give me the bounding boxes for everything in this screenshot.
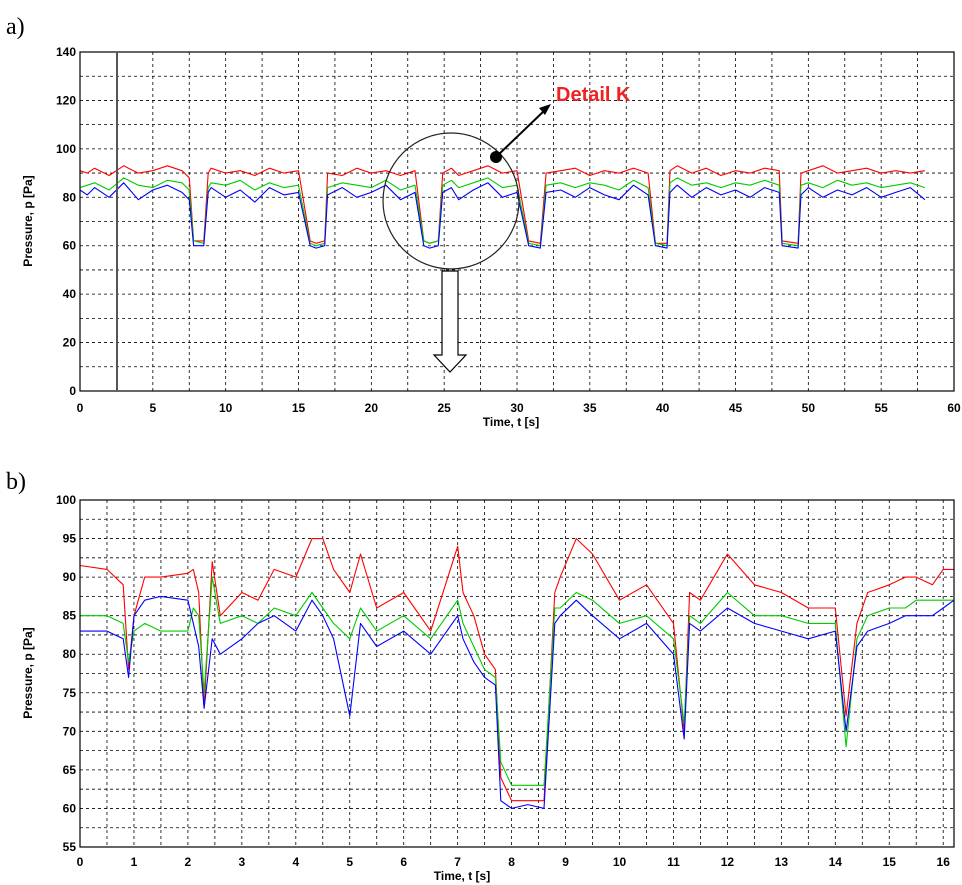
x-tick-label: 50	[802, 401, 816, 415]
detail-arrowhead	[539, 104, 551, 115]
y-tick-label: 70	[63, 724, 77, 738]
x-tick-label: 4	[292, 855, 299, 869]
y-tick-label: 55	[63, 840, 77, 854]
plot-frame-b	[79, 499, 955, 848]
x-tick-label: 55	[874, 401, 888, 415]
y-tick-label: 100	[56, 142, 76, 156]
series-line-1	[79, 177, 926, 247]
x-tick-label: 15	[883, 855, 897, 869]
y-tick-label: 0	[69, 384, 76, 398]
y-tick-label: 40	[63, 287, 77, 301]
series-line-1	[80, 576, 954, 786]
chart-a: 0 5 10 15 20 25 30 35 40 45 50 55 60 0 20 40 60 80 100 120 1…	[21, 45, 961, 429]
x-tick-label: 14	[829, 855, 843, 869]
detail-label: Detail K	[556, 84, 631, 106]
chart-b: 0 1 2 3 4 5 6 7 8 9 10 11 12 13 14 15 165560657075808590…	[21, 493, 955, 883]
down-arrow	[432, 270, 468, 373]
y-tick-label: 60	[63, 239, 77, 253]
x-tick-label: 10	[219, 401, 233, 415]
x-tick-label: 60	[947, 401, 961, 415]
x-tick-label: 9	[562, 855, 569, 869]
y-tick-label: 80	[63, 190, 77, 204]
y-tick-label: 140	[56, 45, 76, 59]
grid-b	[80, 500, 954, 847]
x-tick-label: 5	[346, 855, 353, 869]
xlabel-a: Time, t [s]	[483, 415, 539, 429]
y-tick-label: 95	[63, 532, 77, 546]
x-tick-label: 35	[583, 401, 597, 415]
panel-label-b: b)	[6, 469, 26, 495]
panel-label-a: a)	[6, 14, 25, 40]
y-tick-label: 65	[63, 763, 77, 777]
x-tick-label: 30	[510, 401, 524, 415]
series-line-0	[79, 538, 954, 802]
x-tick-label: 0	[77, 401, 84, 415]
x-tick-label: 7	[454, 855, 461, 869]
y-tick-label: 75	[63, 686, 77, 700]
y-tick-label: 60	[63, 801, 77, 815]
x-tick-label: 10	[613, 855, 627, 869]
series-b	[79, 538, 955, 809]
x-tick-label: 6	[400, 855, 407, 869]
detail-leader	[495, 109, 546, 158]
y-tick-label: 120	[56, 93, 76, 107]
detail-circle	[382, 132, 520, 270]
x-tick-label: 20	[365, 401, 379, 415]
x-tick-label: 40	[656, 401, 670, 415]
series-line-0	[79, 165, 925, 244]
x-tick-label: 8	[508, 855, 515, 869]
series-line-2	[80, 595, 955, 809]
ylabel-b: Pressure, p [Pa]	[21, 627, 35, 718]
x-tick-label: 2	[185, 855, 192, 869]
x-tick-label: 5	[149, 401, 156, 415]
y-tick-label: 20	[63, 336, 77, 350]
x-tick-label: 1	[131, 855, 138, 869]
y-tick-label: 90	[63, 570, 77, 584]
series-line-2	[79, 182, 926, 249]
x-tick-label: 25	[437, 401, 451, 415]
x-tick-label: 11	[667, 855, 680, 869]
plot-frame-a	[79, 51, 955, 392]
x-tick-label: 13	[775, 855, 789, 869]
y-tick-label: 100	[56, 493, 76, 507]
x-tick-label: 45	[729, 401, 743, 415]
xlabel-b: Time, t [s]	[434, 869, 490, 883]
x-tick-label: 0	[77, 855, 84, 869]
grid-a	[80, 52, 954, 391]
x-tick-label: 15	[292, 401, 306, 415]
x-tick-label: 12	[721, 855, 735, 869]
x-tick-label: 16	[937, 855, 951, 869]
x-tick-label: 3	[239, 855, 246, 869]
ticks-b: 0 1 2 3 4 5 6 7 8 9 10 11 12 13 14 15 165560657075808590…	[56, 493, 950, 869]
ticks-a: 0 5 10 15 20 25 30 35 40 45 50 55 60 0 20 40 60 80 100 120 1…	[56, 45, 961, 415]
y-tick-label: 85	[63, 609, 77, 623]
ylabel-a: Pressure, p [Pa]	[21, 175, 35, 266]
series-a	[79, 165, 926, 249]
y-tick-label: 80	[63, 647, 77, 661]
